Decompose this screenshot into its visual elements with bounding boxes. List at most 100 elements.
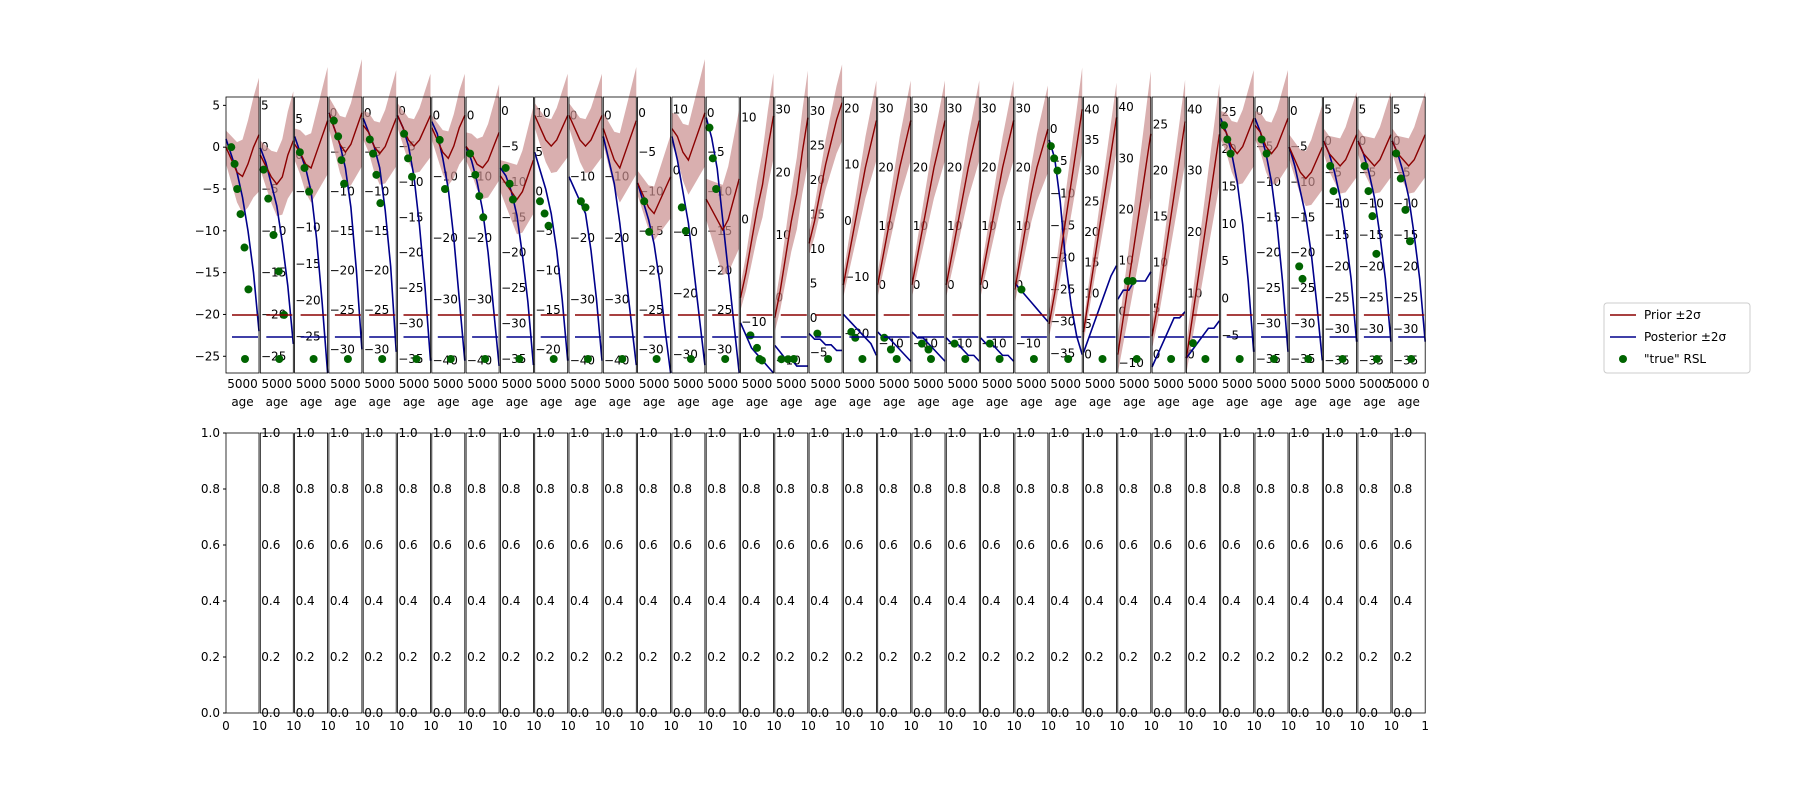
- prior-line: [1220, 117, 1255, 155]
- y-tick-label: 0.6: [501, 538, 520, 552]
- y-tick-label: 0.6: [1359, 538, 1378, 552]
- y-tick-label: −20: [330, 263, 355, 277]
- legend-true-swatch: [1372, 355, 1381, 363]
- prior-line: [1014, 128, 1049, 290]
- prior-band: [569, 73, 602, 174]
- posterior-line: [1151, 311, 1186, 368]
- x-tick-label: 10: [1315, 719, 1330, 733]
- legend-true-swatch: [824, 355, 833, 363]
- legend-true-swatch: [241, 355, 249, 363]
- y-tick-label: 0.2: [261, 650, 280, 664]
- top-panel-frame: [1391, 96, 1426, 374]
- legend-true-swatch: [721, 355, 730, 363]
- bottom-panel-frame: [1254, 432, 1289, 714]
- y-tick-label: 0.4: [913, 594, 932, 608]
- posterior-line: [568, 176, 603, 361]
- x-tick-label: 5000: [1256, 377, 1287, 391]
- x-tick-label: 10: [904, 719, 919, 733]
- y-tick-label: 0.8: [1119, 482, 1138, 496]
- x-tick-label: 5000: [1188, 377, 1219, 391]
- y-tick-label: 0.6: [1119, 538, 1138, 552]
- posterior-line: [671, 136, 706, 366]
- x-axis-label: age: [677, 395, 699, 409]
- bottom-panel-frame: [1323, 432, 1357, 714]
- y-tick-label: 0: [844, 214, 852, 228]
- y-tick-label: 0: [1016, 278, 1024, 292]
- bottom-panel-frame: [431, 432, 466, 714]
- legend-label-posterior: Posterior ±2σ: [1644, 330, 1727, 344]
- y-tick-label: −20: [604, 231, 629, 245]
- x-tick-label: 5000: [879, 377, 910, 391]
- y-tick-label: 0.0: [604, 706, 623, 720]
- top-panel-frame: [1254, 96, 1289, 374]
- x-tick-label: 10: [526, 719, 541, 733]
- y-tick-label: 0.6: [810, 538, 829, 552]
- y-tick-label: 0.4: [1393, 594, 1412, 608]
- posterior-line: [465, 146, 500, 367]
- prior-line: [1357, 134, 1392, 168]
- y-tick-label: 0.4: [810, 594, 829, 608]
- legend: Prior ±2σ Posterior ±2σ "true" RSL: [1603, 302, 1751, 374]
- prior-line: [705, 178, 740, 232]
- bottom-panel: 0.0 0.2 0.4 0.6 0.8 1.0 10: [499, 426, 542, 733]
- top-panel-frame: [671, 96, 706, 374]
- legend-overlay: [575, 314, 601, 363]
- true-rsl-point: [471, 170, 480, 179]
- y-tick-label: 0.0: [810, 706, 829, 720]
- bottom-panel-frame: [843, 432, 877, 714]
- legend-true-swatch: [1064, 355, 1073, 363]
- true-rsl-point: [479, 213, 488, 222]
- x-tick-label: 5000: [262, 377, 293, 391]
- y-tick-label: 5: [810, 276, 818, 290]
- y-tick-label: 0.2: [201, 650, 220, 664]
- true-rsl-point: [408, 172, 417, 181]
- x-axis-label: age: [1295, 395, 1317, 409]
- y-tick-label: −20: [195, 307, 220, 321]
- y-tick-label: −25: [1290, 281, 1315, 295]
- y-tick-label: 0.4: [947, 594, 966, 608]
- x-tick-label: 10: [766, 719, 781, 733]
- true-rsl-point: [784, 355, 792, 364]
- y-tick-label: 1.0: [501, 426, 520, 440]
- top-panel: 5000 0 age: [1388, 91, 1430, 409]
- bottom-panel-frame: [877, 432, 912, 714]
- y-tick-label: 5: [212, 98, 220, 112]
- top-panel-frame: [705, 96, 740, 374]
- y-tick-label: 0.6: [742, 538, 761, 552]
- y-tick-label: 5: [1084, 317, 1092, 331]
- x-axis-label: age: [643, 395, 665, 409]
- y-tick-label: 0.2: [1359, 650, 1378, 664]
- y-tick-label: 1.0: [1222, 426, 1241, 440]
- y-tick-label: 0: [707, 106, 715, 120]
- true-rsl-point: [466, 149, 475, 158]
- prior-line: [396, 115, 432, 148]
- y-tick-label: 20: [1016, 160, 1031, 174]
- y-tick-label: 0.0: [399, 706, 418, 720]
- y-tick-label: 1.0: [1393, 426, 1412, 440]
- y-tick-label: −20: [467, 231, 492, 245]
- y-tick-label: 0.8: [201, 482, 220, 496]
- legend-true-swatch: [378, 355, 387, 363]
- y-tick-label: −15: [364, 224, 389, 238]
- x-tick-label: 10: [595, 719, 610, 733]
- legend-overlay: [712, 314, 739, 363]
- prior-band: [740, 73, 774, 311]
- y-tick-label: 0.8: [467, 482, 486, 496]
- true-rsl-point: [1401, 205, 1410, 214]
- x-axis-label: age: [746, 395, 768, 409]
- top-panel-frame: [1323, 96, 1357, 374]
- y-tick-label: −30: [398, 316, 423, 330]
- prior-band: [1152, 79, 1186, 349]
- legend-overlay: [643, 314, 670, 363]
- legend-overlay: [849, 314, 876, 363]
- y-tick-label: −25: [330, 303, 355, 317]
- legend-overlay: [746, 314, 773, 363]
- prior-line: [1117, 133, 1152, 355]
- prior-band: [1117, 71, 1151, 374]
- y-tick-label: 1.0: [1256, 426, 1275, 440]
- y-tick-label: 0.6: [844, 538, 863, 552]
- y-tick-label: 0.4: [604, 594, 623, 608]
